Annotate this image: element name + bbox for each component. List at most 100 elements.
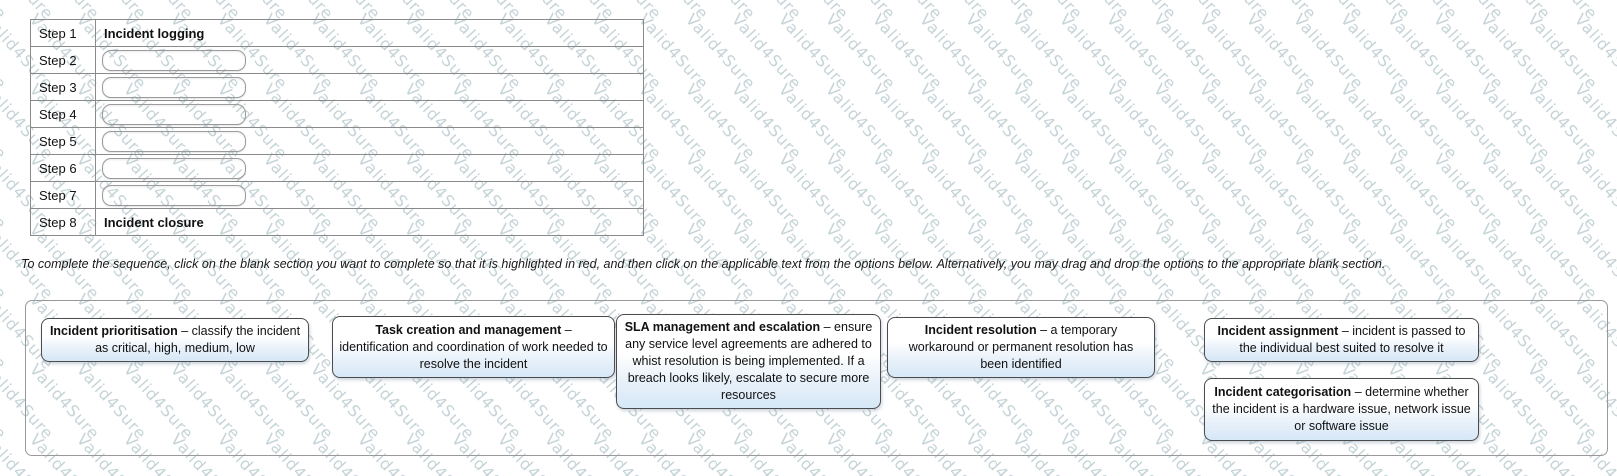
watermark-text: Valid4Sure — [728, 10, 807, 94]
watermark-text: Valid4Sure — [1430, 150, 1509, 234]
watermark-text: Valid4Sure — [915, 10, 994, 94]
option-box-incident-categorisation[interactable]: Incident categorisation – determine whet… — [1204, 378, 1479, 441]
instructions-text: To complete the sequence, click on the b… — [21, 257, 1386, 271]
step-value-cell — [95, 100, 644, 128]
option-description: – a temporary workaround or permanent re… — [908, 323, 1134, 371]
watermark-text: Valid4Sure — [1383, 0, 1461, 23]
option-text: Incident categorisation – determine whet… — [1211, 384, 1472, 435]
watermark-text: Valid4Sure — [1196, 150, 1275, 234]
step-label: Step 8 — [30, 208, 96, 236]
watermark-text: Valid4Sure — [821, 80, 900, 164]
watermark-text: Valid4Sure — [681, 0, 759, 23]
watermark-text: Valid4Sure — [681, 10, 760, 94]
watermark-text: Valid4Sure — [1102, 10, 1181, 94]
step-label: Step 3 — [30, 73, 96, 101]
step-value-cell — [95, 73, 644, 101]
watermark-text: Valid4Sure — [1289, 80, 1368, 164]
blank-section[interactable] — [102, 157, 246, 179]
blank-section[interactable] — [102, 49, 246, 71]
watermark-text: Valid4Sure — [1055, 10, 1134, 94]
step-label: Step 1 — [30, 19, 96, 47]
watermark-text: Valid4Sure — [1523, 80, 1602, 164]
watermark-text: Valid4Sure — [1383, 150, 1462, 234]
watermark-text: Valid4Sure — [1336, 150, 1415, 234]
watermark-text: Valid4Sure — [1524, 0, 1602, 23]
watermark-text: Valid4Sure — [962, 0, 1040, 23]
watermark-text: Valid4Sure — [0, 80, 11, 164]
watermark-text: Valid4Sure — [1243, 80, 1321, 164]
watermark-text: Valid4Sure — [1383, 10, 1462, 94]
watermark-text: Valid4Sure — [1336, 10, 1415, 94]
watermark-text: Valid4Sure — [1103, 0, 1181, 23]
watermark-text: Valid4Sure — [635, 0, 713, 23]
watermark-text: Valid4Sure — [0, 430, 11, 476]
watermark-text: Valid4Sure — [1570, 150, 1617, 234]
watermark-text: Valid4Sure — [1009, 80, 1087, 164]
table-row: Step 2 — [30, 46, 644, 74]
watermark-text: Valid4Sure — [0, 290, 11, 374]
sequence-table-body: Step 1 Incident logging Step 2 Step 3 St… — [30, 19, 644, 236]
watermark-text: Valid4Sure — [1477, 0, 1555, 23]
step-label: Step 7 — [30, 181, 96, 209]
step-value-cell: Incident closure — [95, 208, 644, 236]
step-label: Step 5 — [30, 127, 96, 155]
option-text: Incident resolution – a temporary workar… — [894, 322, 1148, 373]
watermark-text: Valid4Sure — [1477, 150, 1555, 234]
watermark-text: Valid4Sure — [868, 80, 947, 164]
option-box-incident-assignment[interactable]: Incident assignment – incident is passed… — [1204, 318, 1479, 362]
table-row: Step 7 — [30, 181, 644, 209]
watermark-text: Valid4Sure — [1102, 80, 1181, 164]
watermark-text: Valid4Sure — [1290, 0, 1368, 23]
step-label: Step 4 — [30, 100, 96, 128]
blank-section[interactable] — [102, 76, 246, 98]
watermark-text: Valid4Sure — [822, 0, 900, 23]
watermark-text: Valid4Sure — [775, 10, 853, 94]
watermark-text: Valid4Sure — [1523, 150, 1602, 234]
table-row: Step 1 Incident logging — [30, 19, 644, 47]
watermark-text: Valid4Sure — [962, 80, 1041, 164]
watermark-text: Valid4Sure — [1243, 10, 1321, 94]
watermark-text: Valid4Sure — [1055, 80, 1134, 164]
watermark-text: Valid4Sure — [1430, 10, 1509, 94]
options-panel: Incident prioritisation – classify the i… — [25, 300, 1608, 456]
blank-section[interactable] — [102, 184, 246, 206]
watermark-text: Valid4Sure — [634, 150, 713, 234]
step-value-cell — [95, 154, 644, 182]
watermark-text: Valid4Sure — [915, 0, 993, 23]
watermark-text: Valid4Sure — [681, 150, 760, 234]
watermark-text: Valid4Sure — [1102, 150, 1181, 234]
step-label: Step 2 — [30, 46, 96, 74]
watermark-text: Valid4Sure — [1243, 0, 1321, 23]
option-text: SLA management and escalation – ensure a… — [623, 319, 874, 404]
watermark-text: Valid4Sure — [1149, 150, 1228, 234]
watermark-text: Valid4Sure — [1477, 10, 1555, 94]
watermark-text: Valid4Sure — [962, 150, 1041, 234]
watermark-text: Valid4Sure — [1383, 80, 1462, 164]
watermark-text: Valid4Sure — [0, 360, 11, 444]
watermark-text: Valid4Sure — [962, 10, 1041, 94]
watermark-text: Valid4Sure — [634, 80, 713, 164]
watermark-text: Valid4Sure — [1570, 10, 1617, 94]
option-description: – ensure any service level agreements ar… — [625, 320, 873, 402]
option-box-incident-prioritisation[interactable]: Incident prioritisation – classify the i… — [41, 318, 309, 362]
blank-section[interactable] — [102, 103, 246, 125]
watermark-text: Valid4Sure — [1571, 0, 1617, 23]
watermark-text: Valid4Sure — [1243, 150, 1321, 234]
watermark-text: Valid4Sure — [821, 150, 900, 234]
watermark-text: Valid4Sure — [1196, 80, 1275, 164]
watermark-text: Valid4Sure — [1009, 150, 1087, 234]
option-title: SLA management and escalation — [624, 320, 821, 334]
watermark-text: Valid4Sure — [0, 0, 10, 23]
table-row: Step 5 — [30, 127, 644, 155]
option-title: Incident resolution — [924, 323, 1037, 337]
watermark-text: Valid4Sure — [1056, 0, 1134, 23]
option-box-task-creation-and-management[interactable]: Task creation and management – identific… — [332, 316, 615, 378]
watermark-text: Valid4Sure — [634, 10, 713, 94]
watermark-text: Valid4Sure — [681, 80, 760, 164]
step-value-cell — [95, 46, 644, 74]
blank-section[interactable] — [102, 130, 246, 152]
watermark-text: Valid4Sure — [1009, 0, 1087, 23]
option-box-sla-management-and-escalation[interactable]: SLA management and escalation – ensure a… — [616, 314, 881, 409]
option-box-incident-resolution[interactable]: Incident resolution – a temporary workar… — [887, 317, 1155, 378]
watermark-text: Valid4Sure — [0, 220, 11, 304]
